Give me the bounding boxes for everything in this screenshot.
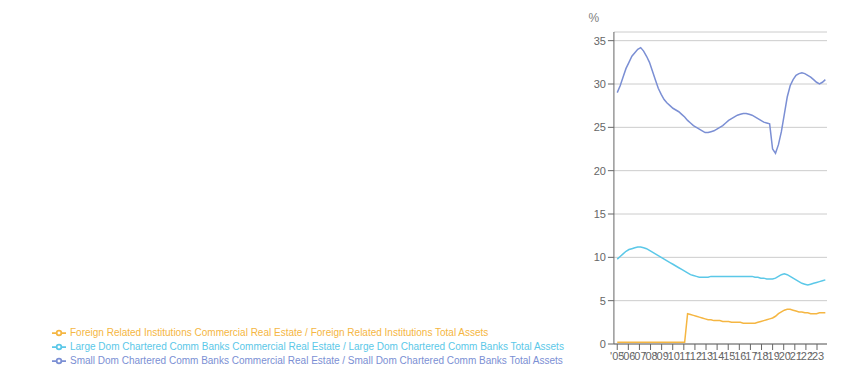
svg-text:'21: '21 xyxy=(787,349,802,362)
svg-text:'07: '07 xyxy=(632,349,647,362)
svg-text:0: 0 xyxy=(600,338,606,350)
svg-text:'23: '23 xyxy=(810,350,824,362)
svg-text:'09: '09 xyxy=(654,349,669,362)
svg-text:'20: '20 xyxy=(776,349,791,362)
html-text:Foreign Related Institutions C: Foreign Related Institutions Commercial … xyxy=(70,326,489,338)
svg-text:'06: '06 xyxy=(621,349,636,362)
svg-text:'19: '19 xyxy=(765,349,780,362)
svg-text:'11: '11 xyxy=(677,349,691,362)
svg-text:'12: '12 xyxy=(687,349,703,362)
svg-text:'10: '10 xyxy=(665,349,680,362)
svg-text:'05: '05 xyxy=(610,349,625,362)
html-text:Small Dom Chartered Comm Banks: Small Dom Chartered Comm Banks Commercia… xyxy=(70,354,563,366)
svg-text:5: 5 xyxy=(600,295,606,307)
svg-text:25: 25 xyxy=(594,121,606,133)
svg-text:'16: '16 xyxy=(732,349,747,362)
svg-text:'14: '14 xyxy=(710,349,725,362)
html-text:Large Dom Chartered Comm Banks: Large Dom Chartered Comm Banks Commercia… xyxy=(70,340,564,352)
svg-text:%: % xyxy=(589,11,600,25)
svg-text:10: 10 xyxy=(594,251,606,263)
svg-text:15: 15 xyxy=(594,208,606,220)
svg-text:'22: '22 xyxy=(798,349,814,362)
svg-text:20: 20 xyxy=(594,165,606,177)
svg-text:'17: '17 xyxy=(743,349,758,362)
svg-text:'08: '08 xyxy=(643,349,658,362)
svg-text:35: 35 xyxy=(594,35,606,47)
svg-text:'18: '18 xyxy=(754,349,769,362)
svg-text:'13: '13 xyxy=(698,349,714,362)
svg-text:'15: '15 xyxy=(721,349,736,362)
svg-text:30: 30 xyxy=(594,78,606,90)
